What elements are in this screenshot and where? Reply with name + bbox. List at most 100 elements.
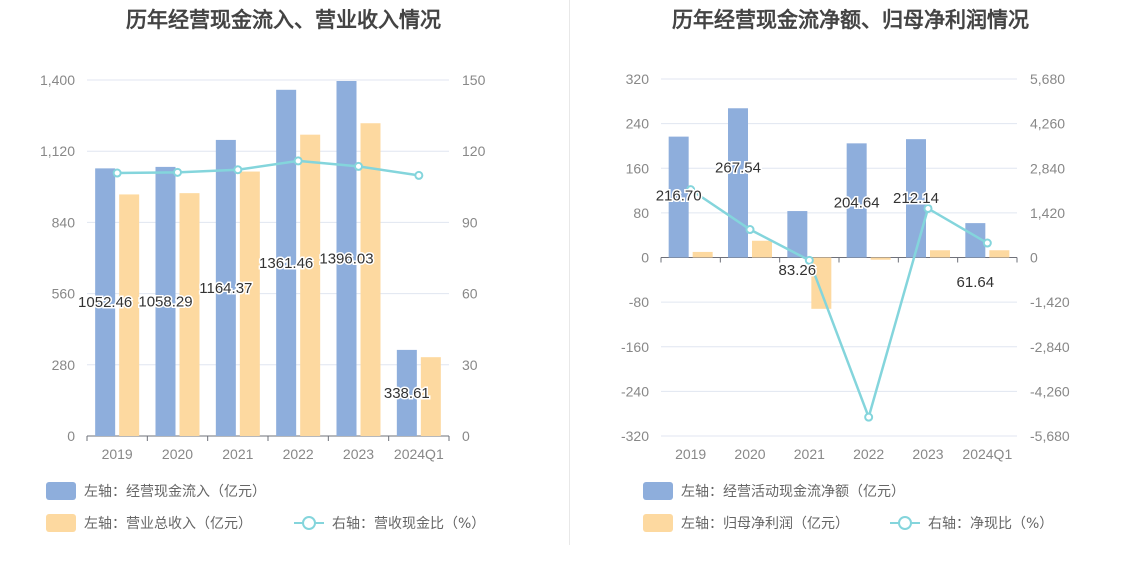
legend-swatch — [643, 514, 673, 532]
panel-divider — [569, 0, 570, 545]
legend-swatch — [643, 482, 673, 500]
right-axis-tick-label: 1,420 — [1030, 205, 1065, 221]
right-axis-tick-label: -4,260 — [1030, 383, 1070, 399]
right-axis-tick-label: 2,840 — [1030, 160, 1065, 176]
line-series — [689, 188, 988, 422]
legend-item-cash-inflow[interactable]: 左轴：经营现金流入（亿元） — [46, 481, 266, 501]
line-point — [982, 238, 992, 248]
bar-data-label: 204.64 — [834, 194, 880, 211]
legend-label: 左轴：营业总收入（亿元） — [84, 516, 252, 532]
legend-swatch — [46, 514, 76, 532]
legend-item-net-cash[interactable]: 左轴：经营活动现金流净额（亿元） — [643, 481, 905, 501]
x-axis-category-label: 2024Q1 — [394, 446, 444, 462]
legend-label: 左轴：经营现金流入（亿元） — [84, 484, 266, 500]
left-axis-tick-label: 160 — [626, 160, 650, 176]
left-axis-tick-label: 0 — [67, 428, 75, 444]
bar-secondary — [930, 250, 950, 258]
x-axis-category-label: 2022 — [283, 446, 314, 462]
left-axis-tick-label: 840 — [52, 214, 76, 230]
legend-line-swatch — [294, 514, 324, 532]
chart-panel-cash-inflow: 历年经营现金流入、营业收入情况 0 0 280 30 560 60 840 90 1,120 12… — [40, 8, 486, 533]
bar-primary — [155, 166, 176, 436]
bar-secondary — [300, 134, 321, 436]
x-axis-category-label: 2019 — [102, 446, 133, 462]
legend-label: 右轴：净现比（%） — [928, 516, 1054, 532]
bar-secondary — [420, 357, 441, 436]
x-axis-category-label: 2019 — [675, 446, 706, 462]
bar-data-label: 1052.46 — [78, 294, 132, 311]
chart-panel-net-cash: 历年经营现金流净额、归母净利润情况 -320 -5,680 -240 -4,260 -1… — [567, 0, 1134, 582]
line-point — [414, 170, 424, 180]
right-axis-tick-label: -1,420 — [1030, 294, 1070, 310]
line-point — [293, 156, 303, 166]
x-axis-category-label: 2023 — [912, 446, 943, 462]
left-axis-tick-label: 240 — [626, 116, 650, 132]
x-axis-category-label: 2020 — [734, 446, 765, 462]
bar-primary — [336, 81, 357, 436]
bar-primary — [787, 211, 808, 258]
chart-title: 历年经营现金流入、营业收入情况 — [126, 8, 441, 32]
left-axis-tick-label: -320 — [621, 428, 649, 444]
line-point — [354, 161, 363, 171]
chart-area-cash-inflow: 0 0 280 30 560 60 840 90 1,120 120 1,400 150 2019 202… — [40, 72, 486, 462]
bar-primary — [396, 349, 417, 436]
bar-data-label: 83.26 — [779, 262, 817, 279]
line-point — [923, 203, 933, 213]
right-axis-tick-label: 5,680 — [1030, 71, 1065, 87]
line-point — [745, 225, 755, 235]
bar-data-label: 1361.46 — [259, 255, 313, 272]
bar-primary — [668, 136, 689, 258]
legend-swatch — [46, 482, 76, 500]
bar-primary — [846, 143, 867, 258]
legend-line-swatch — [890, 514, 920, 532]
right-axis-tick-label: -2,840 — [1030, 339, 1070, 355]
bar-primary — [95, 168, 116, 436]
bar-primary — [215, 139, 236, 436]
left-axis-tick-label: 0 — [641, 250, 649, 266]
legend-item-net-cash-ratio[interactable]: 右轴：净现比（%） — [890, 513, 1053, 533]
legend-item-net-profit[interactable]: 左轴：归母净利润（亿元） — [643, 513, 849, 533]
right-axis-tick-label: 60 — [462, 286, 478, 302]
left-axis-tick-label: -240 — [621, 383, 649, 399]
line-point — [112, 168, 122, 178]
bar-secondary — [179, 193, 200, 436]
bar-data-label: 1164.37 — [199, 280, 252, 297]
bar-data-label: 1058.29 — [138, 293, 192, 310]
bar-secondary — [692, 251, 713, 258]
bar-secondary — [752, 240, 772, 258]
left-axis-tick-label: 80 — [633, 205, 649, 221]
line-point — [173, 167, 182, 177]
left-axis-tick-label: 280 — [52, 357, 76, 373]
left-axis-tick-label: 1,120 — [40, 143, 75, 159]
legend-item-cash-ratio[interactable]: 右轴：营收现金比（%） — [294, 513, 485, 533]
line-point — [864, 412, 874, 422]
chart-title: 历年经营现金流净额、归母净利润情况 — [672, 8, 1029, 32]
bar-primary — [728, 108, 748, 258]
bar-data-label: 267.54 — [715, 159, 761, 176]
bar-primary — [906, 139, 926, 258]
x-axis-category-label: 2023 — [343, 446, 374, 462]
right-axis-tick-label: 30 — [462, 357, 478, 373]
bar-secondary — [239, 171, 260, 437]
bar-secondary — [811, 257, 832, 309]
legend-label: 左轴：归母净利润（亿元） — [681, 516, 849, 532]
legend-item-revenue[interactable]: 左轴：营业总收入（亿元） — [46, 513, 252, 533]
bar-secondary — [360, 123, 381, 436]
bar-secondary — [870, 257, 891, 260]
x-axis-category-label: 2021 — [794, 446, 825, 462]
line-point — [233, 165, 243, 175]
left-axis-tick-label: 320 — [626, 71, 650, 87]
legend-label: 左轴：经营活动现金流净额（亿元） — [681, 484, 905, 500]
chart-area-net-cash: -320 -5,680 -240 -4,260 -160 -2,840 -80 -1,420 0… — [621, 71, 1070, 462]
legend-label: 右轴：营收现金比（%） — [332, 516, 486, 532]
line-point — [804, 255, 814, 265]
x-axis-category-label: 2020 — [162, 446, 193, 462]
bar-data-label: 61.64 — [957, 274, 995, 291]
bar-secondary — [989, 250, 1010, 258]
right-axis-tick-label: 4,260 — [1030, 116, 1065, 132]
bar-data-label: 216.70 — [656, 188, 702, 205]
left-axis-tick-label: -160 — [621, 339, 649, 355]
right-axis-tick-label: -5,680 — [1030, 428, 1070, 444]
bar-data-label: 212.14 — [893, 190, 939, 207]
x-axis-category-label: 2021 — [222, 446, 253, 462]
